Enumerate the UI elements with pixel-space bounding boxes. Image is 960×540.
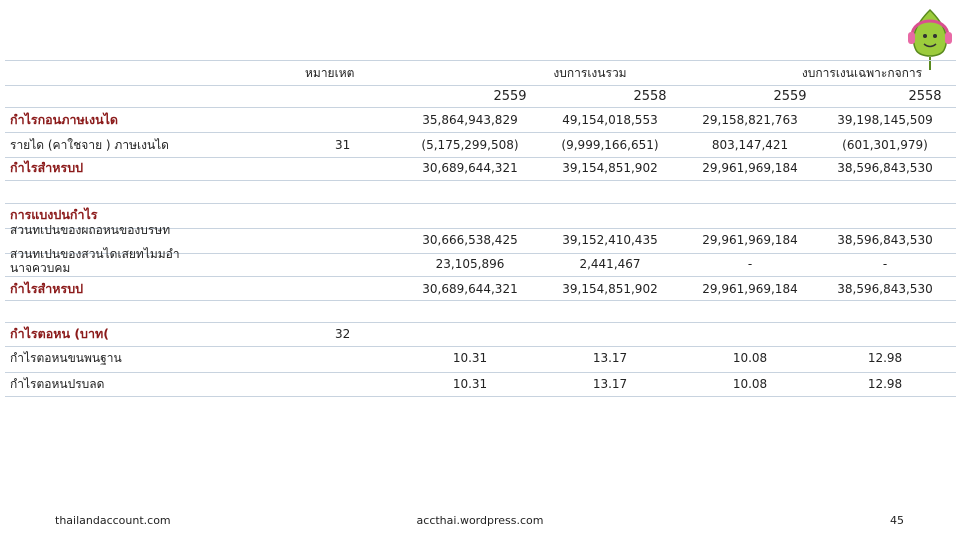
cell: -: [882, 257, 888, 271]
cell: (9,999,166,651): [561, 138, 659, 152]
cell: 10.08: [732, 351, 768, 365]
cell: 2,441,467: [579, 257, 641, 271]
rule: [5, 396, 956, 397]
page-number: 45: [890, 514, 904, 527]
cell: 29,961,969,184: [702, 233, 798, 247]
cell: 35,864,943,829: [422, 113, 518, 127]
year-header: 2559: [773, 89, 807, 104]
rule: [5, 107, 956, 108]
footer-center: accthai.wordpress.com: [416, 514, 544, 527]
cell: 29,961,969,184: [702, 282, 798, 296]
cell: 49,154,018,553: [562, 113, 658, 127]
cell: 10.31: [452, 351, 488, 365]
cell: 39,154,851,902: [562, 161, 658, 175]
rule: [5, 228, 956, 229]
logo: [908, 8, 952, 70]
rule: [5, 346, 956, 347]
rule: [5, 300, 956, 301]
rule: [5, 85, 956, 86]
cell: 13.17: [592, 351, 628, 365]
cell: -: [747, 257, 753, 271]
rule: [5, 60, 956, 61]
note-ref: 31: [335, 138, 351, 152]
cell: 39,198,145,509: [837, 113, 933, 127]
cell: 30,689,644,321: [422, 282, 518, 296]
rule: [5, 157, 956, 158]
row-label: สวนทเปนของผถอหนของบรษท: [10, 223, 171, 237]
cell: 29,961,969,184: [702, 161, 798, 175]
row-label: กำไรตอหนปรบลด: [10, 377, 105, 391]
rule: [5, 322, 956, 323]
row-label: การแบงปนกำไร: [10, 207, 98, 222]
row-label: กำไรสำหรบป: [10, 160, 84, 175]
year-header: 2558: [633, 89, 667, 104]
cell: 39,154,851,902: [562, 282, 658, 296]
cell: 38,596,843,530: [837, 233, 933, 247]
cell: 13.17: [592, 377, 628, 391]
cell: 10.31: [452, 377, 488, 391]
row-label: กำไรตอหน (บาท(: [10, 326, 109, 341]
cell: (601,301,979): [842, 138, 928, 152]
cell: 39,152,410,435: [562, 233, 658, 247]
rule: [5, 132, 956, 133]
row-label: รายได (คาใชจาย ) ภาษเงนได: [10, 138, 169, 152]
row-label: สวนทเปนของสวนไดเสยทไมมอำนาจควบคม: [10, 247, 180, 275]
cell: 29,158,821,763: [702, 113, 798, 127]
year-header: 2558: [908, 89, 942, 104]
rule: [5, 276, 956, 277]
year-header: 2559: [493, 89, 527, 104]
note-header: หมายเหต: [305, 66, 355, 80]
cell: 23,105,896: [435, 257, 505, 271]
cell: 30,689,644,321: [422, 161, 518, 175]
note-ref: 32: [335, 327, 351, 341]
row-label: กำไรตอหนขนพนฐาน: [10, 351, 122, 365]
footer-left: thailandaccount.com: [55, 514, 171, 527]
cell: 12.98: [867, 377, 903, 391]
rule: [5, 203, 956, 204]
cell: 10.08: [732, 377, 768, 391]
row-label: กำไรสำหรบป: [10, 281, 84, 296]
cell: 12.98: [867, 351, 903, 365]
rule: [5, 372, 956, 373]
group-header: งบการเงนเฉพาะกจการ: [801, 66, 923, 80]
row-label: กำไรกอนภาษเงนได: [10, 112, 119, 127]
rule: [5, 253, 956, 254]
group-header: งบการเงนรวม: [553, 66, 627, 80]
cell: (5,175,299,508): [421, 138, 519, 152]
cell: 38,596,843,530: [837, 282, 933, 296]
cell: 803,147,421: [711, 138, 789, 152]
cell: 38,596,843,530: [837, 161, 933, 175]
rule: [5, 180, 956, 181]
cell: 30,666,538,425: [422, 233, 518, 247]
